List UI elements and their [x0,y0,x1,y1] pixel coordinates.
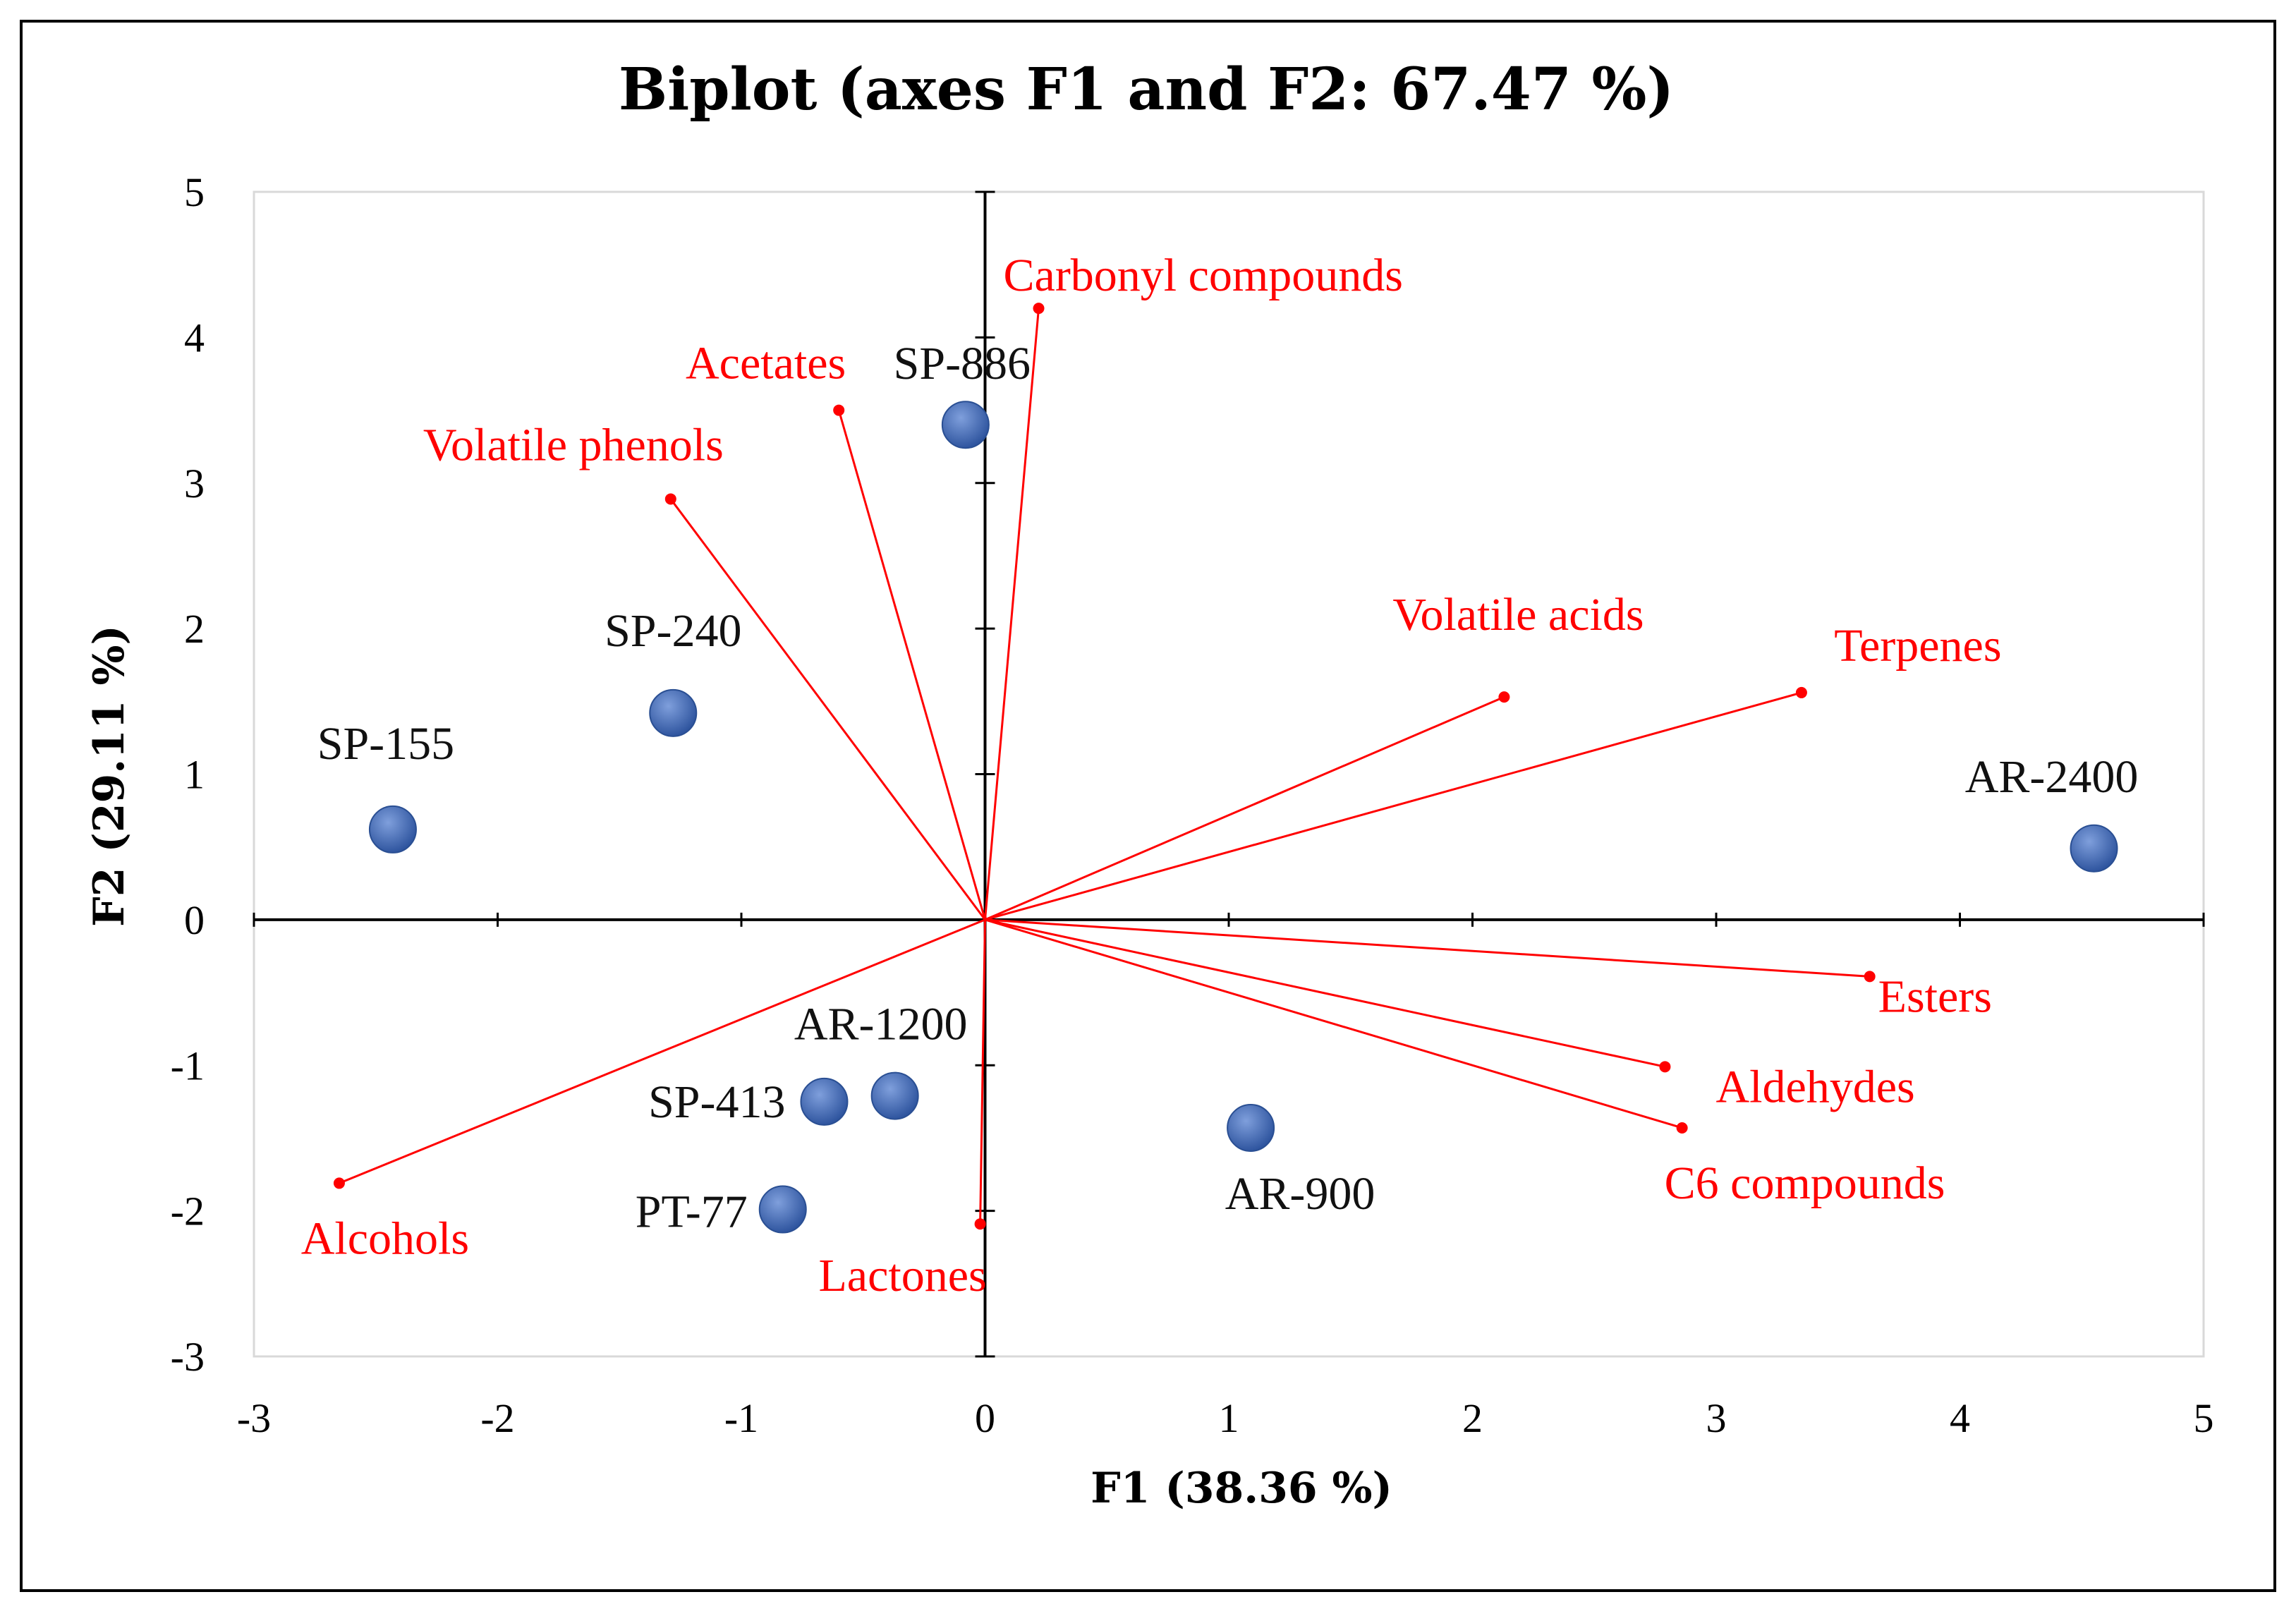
observation-point [758,1185,807,1234]
observation-point [870,1071,919,1120]
variable-vector-tip [1795,686,1807,698]
variable-vector [339,918,986,1184]
labels-layer: Carbonyl compounds Acetates Volatile pheno… [301,250,2139,1301]
observation-point [2070,824,2118,873]
variable-label: Esters [1878,971,1992,1022]
observation-label: SP-886 [894,338,1031,389]
x-tick-label: 1 [1219,1395,1239,1441]
variable-vector [985,918,1665,1068]
x-tick-label: 3 [1706,1395,1727,1441]
x-tick-label: -1 [724,1395,758,1441]
y-tick-label: 3 [184,461,205,506]
observation-label: PT-77 [636,1186,748,1238]
observation-point [941,401,990,449]
x-tick-label: 0 [975,1395,995,1441]
plot-area [253,190,2205,1358]
variable-vector-tip [1498,691,1510,703]
observation-point [800,1077,849,1126]
y-tick-label: 5 [184,169,205,215]
observation-point [368,805,417,853]
x-tick-label: -2 [480,1395,514,1441]
x-tick-label: 2 [1462,1395,1483,1441]
variable-label: Terpenes [1834,620,2001,672]
variable-label: Volatile phenols [423,419,724,470]
tick-labels-layer: -3 -2 -1 0 1 2 3 4 5 5 4 3 2 1 0 -1 -2 -3 [171,169,2214,1441]
observation-label: SP-155 [317,718,454,770]
x-axis-title: F1 (38.36 %) [1091,1464,1392,1513]
y-tick-label: 0 [184,897,205,943]
variable-vector [669,498,986,921]
variable-label: Acetates [686,338,846,389]
observation-points-layer [368,401,2118,1234]
variable-vector [985,918,1683,1129]
observation-point [1227,1103,1275,1152]
y-tick-label: -2 [171,1189,205,1234]
variable-vector-tip [664,493,676,505]
y-axis-title: F2 (29.11 %) [85,625,134,927]
variable-label: Alcohols [301,1213,469,1264]
y-tick-label: 2 [184,606,205,652]
observation-label: SP-240 [605,605,741,657]
variable-vector-tip [974,1218,986,1230]
y-tick-label: -3 [171,1334,205,1380]
variable-vectors-layer [333,303,1876,1230]
variable-vector-tip [1659,1061,1671,1073]
y-tick-label: 1 [184,752,205,798]
variable-vector-tip [1864,971,1876,983]
variable-label: Lactones [818,1250,986,1301]
variable-vector [984,695,1505,921]
x-tick-label: 5 [2194,1395,2214,1441]
chart-title: Biplot (axes F1 and F2: 67.47 %) [619,56,1674,123]
variable-vector-tip [333,1177,345,1189]
variable-label: Aldehydes [1715,1061,1914,1112]
variable-vector [979,919,986,1225]
y-tick-label: -1 [171,1043,205,1088]
variable-vector-tip [1033,303,1045,315]
observation-label: AR-900 [1225,1168,1375,1220]
variable-vector [984,308,1040,921]
observation-label: AR-2400 [1965,751,2139,803]
observation-label: SP-413 [648,1076,785,1128]
y-tick-label: 4 [184,315,205,360]
variable-label: Carbonyl compounds [1004,250,1403,301]
variable-vector-tip [833,404,845,416]
observation-point [649,688,698,737]
observation-label: AR-1200 [794,999,968,1050]
variable-vector-tip [1676,1122,1688,1134]
variable-vector [985,691,1802,921]
variable-vector [985,918,1870,978]
variable-label: Volatile acids [1392,589,1644,640]
variable-vector [837,410,986,921]
x-tick-label: -3 [237,1395,271,1441]
x-tick-label: 4 [1950,1395,1970,1441]
variable-label: C6 compounds [1665,1158,1945,1209]
